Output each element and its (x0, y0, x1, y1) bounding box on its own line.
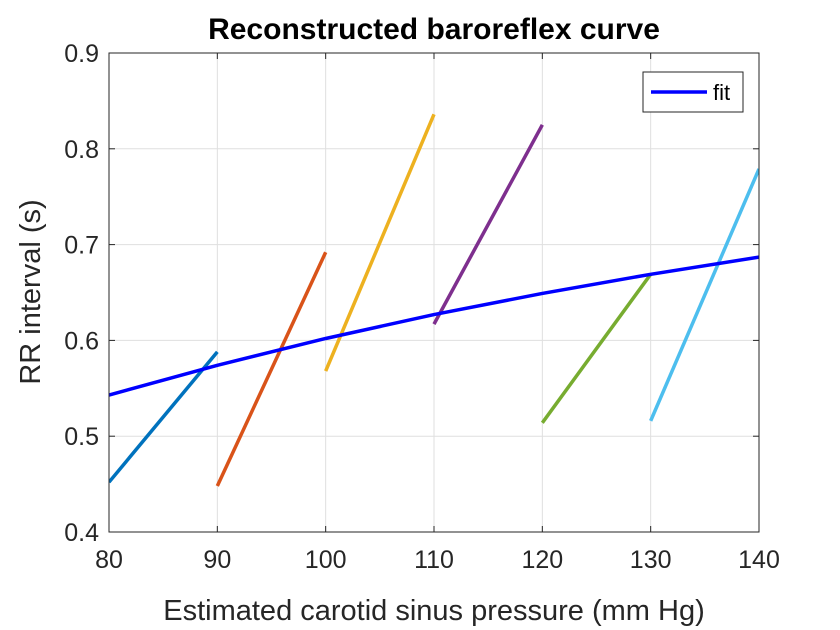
segment-line-3 (324, 113, 436, 372)
y-tick-label: 0.8 (64, 136, 99, 164)
fit-series (109, 255, 759, 397)
y-tick-label: 0.4 (64, 519, 99, 547)
x-tick-label: 110 (414, 546, 454, 574)
legend-fit-label: fit (713, 80, 730, 105)
chart-title: Reconstructed baroreflex curve (208, 13, 660, 46)
y-tick-label: 0.7 (64, 232, 99, 260)
x-axis-label: Estimated carotid sinus pressure (mm Hg) (163, 595, 705, 627)
legend: fit (642, 71, 744, 113)
segment-line-6 (649, 168, 759, 422)
x-tick-label: 90 (203, 546, 231, 574)
segment-line-5 (540, 273, 653, 424)
x-tick-label: 120 (521, 546, 563, 574)
y-tick-label: 0.5 (64, 423, 99, 451)
segment-line-2 (215, 251, 328, 487)
data-segments (109, 113, 759, 487)
segment-line-1 (109, 350, 219, 484)
x-tick-label: 140 (738, 546, 780, 574)
y-tick-label: 0.6 (64, 327, 99, 355)
fit-line (109, 255, 759, 397)
y-axis-label: RR interval (s) (15, 199, 47, 384)
y-tick-label: 0.9 (64, 40, 99, 68)
x-tick-label: 100 (305, 546, 347, 574)
x-tick-label: 130 (630, 546, 672, 574)
x-tick-label: 80 (95, 546, 123, 574)
y-axis-ticks: 0.4 0.5 0.6 0.7 0.8 0.9 (64, 40, 759, 547)
segment-line-4 (432, 124, 544, 325)
x-axis-ticks: 80 90 100 110 120 130 140 (95, 53, 780, 574)
